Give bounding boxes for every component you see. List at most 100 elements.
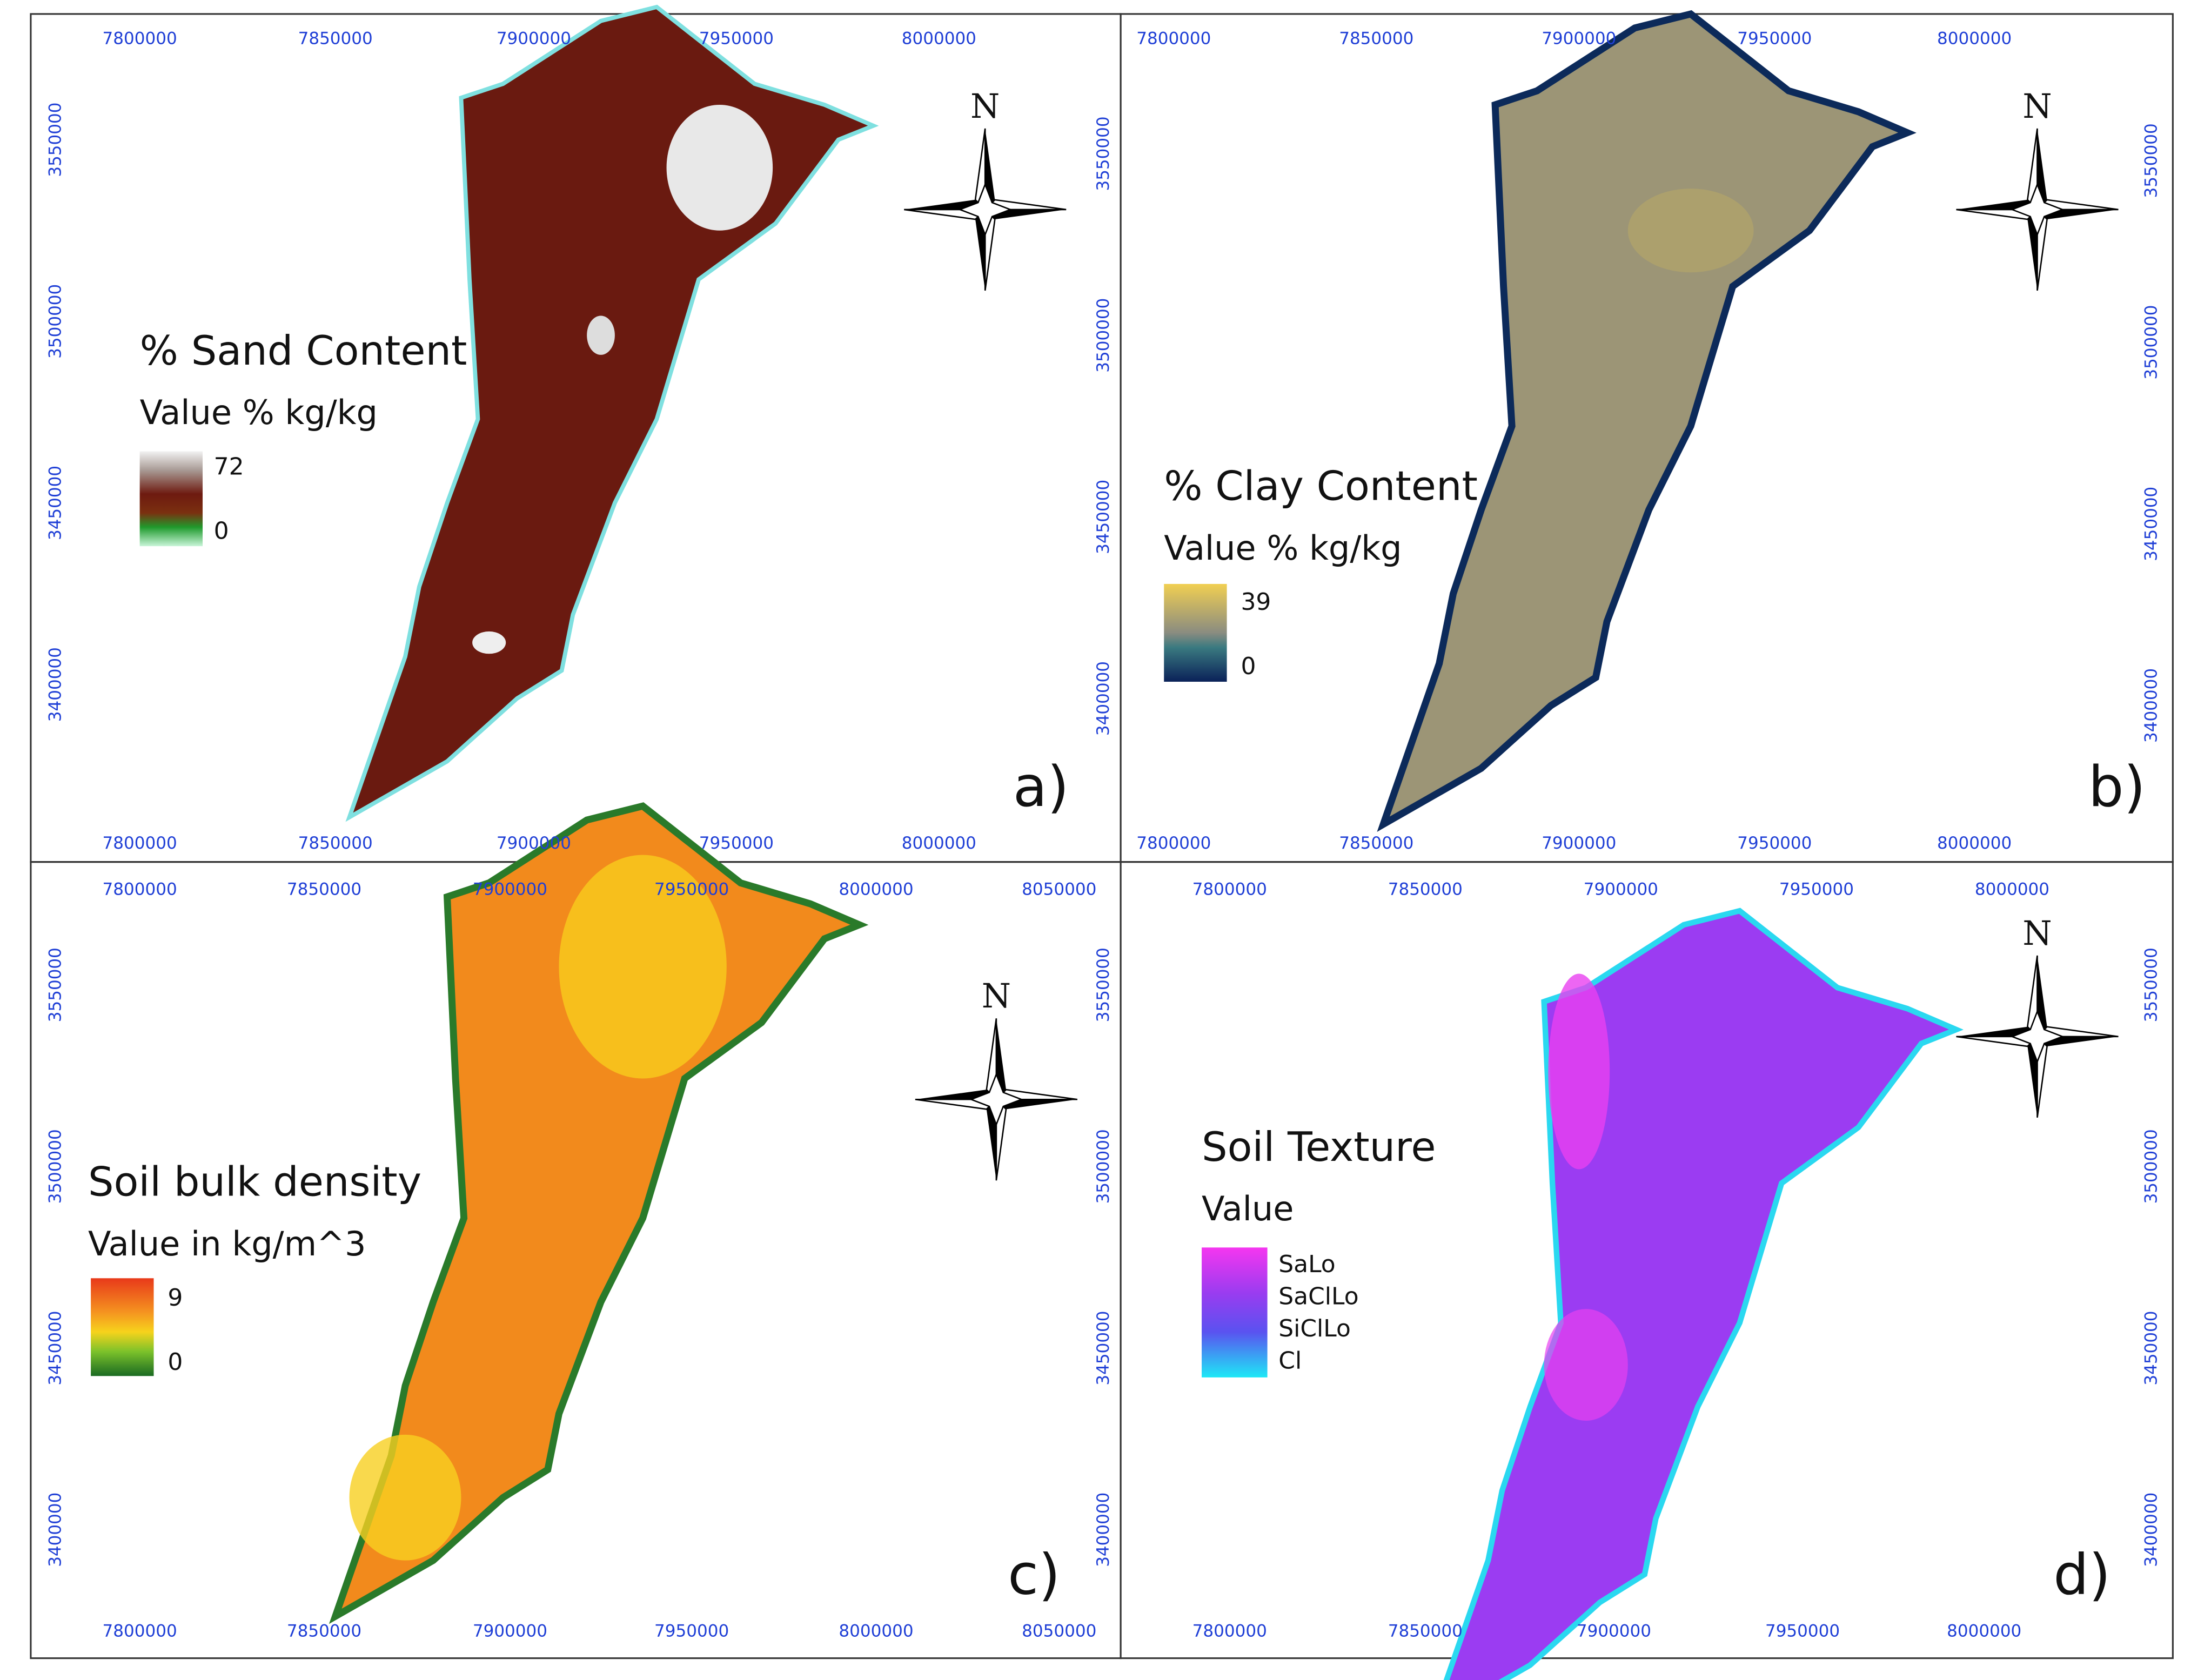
x-tick-label: 8000000 <box>839 1622 913 1641</box>
y-tick-label: 3400000 <box>2142 1493 2161 1567</box>
y-tick-label: 3500000 <box>1094 298 1113 373</box>
legend-label: SaLo <box>1278 1251 1335 1278</box>
x-tick-label: 7900000 <box>497 29 571 48</box>
y-tick-label: 3550000 <box>45 103 65 177</box>
y-tick-label: 3550000 <box>1094 947 1113 1022</box>
legend-title: Soil Texture <box>1202 1123 1436 1171</box>
x-tick-label: 7850000 <box>287 1622 361 1641</box>
north-arrow <box>914 1017 1078 1181</box>
x-tick-label: 7800000 <box>1192 1622 1267 1641</box>
north-label: N <box>982 976 1011 1016</box>
x-tick-label: 7800000 <box>1136 834 1211 853</box>
y-tick-label: 3400000 <box>1094 1493 1113 1567</box>
x-tick-label: 8000000 <box>1947 1622 2021 1641</box>
y-tick-label: 3450000 <box>45 466 65 540</box>
x-tick-label: 7800000 <box>1136 29 1211 48</box>
x-tick-label: 7950000 <box>654 879 729 899</box>
map-a <box>350 7 874 817</box>
x-tick-label: 7900000 <box>1584 879 1658 899</box>
legend-swatch <box>1202 1247 1268 1377</box>
x-tick-label: 7850000 <box>1339 834 1413 853</box>
map-d <box>1432 911 1957 1680</box>
x-tick-label: 8050000 <box>1022 1622 1096 1641</box>
x-tick-label: 8050000 <box>1022 879 1096 899</box>
x-tick-label: 7900000 <box>497 834 571 853</box>
x-tick-label: 7850000 <box>1339 29 1413 48</box>
x-tick-label: 8000000 <box>1937 834 2012 853</box>
legend-label: 0 <box>167 1348 183 1376</box>
x-tick-label: 7850000 <box>1388 1622 1463 1641</box>
north-arrow <box>1955 127 2119 292</box>
legend-label: 0 <box>1241 653 1256 680</box>
legend-label: 9 <box>167 1284 183 1312</box>
y-tick-label: 3450000 <box>2142 487 2161 561</box>
y-tick-label: 3500000 <box>2142 305 2161 380</box>
x-tick-label: 8000000 <box>1975 879 2049 899</box>
map-c <box>336 806 860 1616</box>
x-tick-label: 7900000 <box>473 1622 547 1641</box>
panel-label: d) <box>2053 1543 2110 1608</box>
x-tick-label: 8000000 <box>902 29 976 48</box>
x-tick-label: 7950000 <box>1765 1622 1840 1641</box>
y-tick-label: 3550000 <box>2142 123 2161 198</box>
x-tick-label: 8000000 <box>902 834 976 853</box>
x-tick-label: 7950000 <box>654 1622 729 1641</box>
y-tick-label: 3450000 <box>2142 1311 2161 1385</box>
x-tick-label: 7900000 <box>1542 834 1616 853</box>
y-tick-label: 3550000 <box>2142 947 2161 1022</box>
x-tick-label: 7800000 <box>103 834 177 853</box>
panel-label: c) <box>1008 1543 1060 1608</box>
y-tick-label: 3550000 <box>45 947 65 1022</box>
x-tick-label: 7900000 <box>1577 1622 1651 1641</box>
legend-subtitle: Value in kg/m^3 <box>88 1224 366 1264</box>
y-tick-label: 3550000 <box>1094 116 1113 191</box>
legend-label: 39 <box>1241 588 1271 616</box>
x-tick-label: 7850000 <box>287 879 361 899</box>
legend-subtitle: Value <box>1202 1189 1294 1228</box>
x-tick-label: 7900000 <box>473 879 547 899</box>
legend-swatch <box>139 451 203 547</box>
legend-label: SaClLo <box>1278 1282 1358 1310</box>
legend-title: % Sand Content <box>140 327 467 374</box>
y-tick-label: 3450000 <box>1094 1311 1113 1385</box>
x-tick-label: 7950000 <box>1737 29 1812 48</box>
x-tick-label: 7800000 <box>103 879 177 899</box>
panel-label: b) <box>2088 755 2146 819</box>
x-tick-label: 7800000 <box>1192 879 1267 899</box>
legend-title: % Clay Content <box>1164 462 1478 510</box>
north-label: N <box>2022 86 2052 126</box>
y-tick-label: 3450000 <box>1094 480 1113 554</box>
map-b <box>1383 14 1907 824</box>
north-arrow <box>903 127 1067 292</box>
legend-subtitle: Value % kg/kg <box>140 393 378 432</box>
y-tick-label: 3400000 <box>2142 668 2161 743</box>
y-tick-label: 3500000 <box>45 284 65 359</box>
x-tick-label: 7950000 <box>1779 879 1854 899</box>
y-tick-label: 3450000 <box>45 1311 65 1385</box>
legend-swatch <box>91 1278 154 1376</box>
x-tick-label: 7900000 <box>1542 29 1616 48</box>
y-tick-label: 3500000 <box>45 1129 65 1204</box>
legend-title: Soil bulk density <box>88 1158 421 1205</box>
legend-label: SiClLo <box>1278 1315 1351 1342</box>
x-tick-label: 7950000 <box>699 834 774 853</box>
legend-swatch <box>1164 583 1227 682</box>
north-arrow <box>1955 955 2119 1119</box>
x-tick-label: 7800000 <box>103 29 177 48</box>
panel-label: a) <box>1013 755 1069 819</box>
legend-label: Cl <box>1278 1347 1302 1374</box>
x-tick-label: 7950000 <box>699 29 774 48</box>
x-tick-label: 8000000 <box>839 879 913 899</box>
north-label: N <box>2022 913 2052 953</box>
y-tick-label: 3400000 <box>45 647 65 722</box>
x-tick-label: 7850000 <box>298 834 373 853</box>
x-tick-label: 7850000 <box>1388 879 1463 899</box>
legend-subtitle: Value % kg/kg <box>1164 528 1402 568</box>
x-tick-label: 7950000 <box>1737 834 1812 853</box>
legend-label: 0 <box>214 517 229 545</box>
legend-label: 72 <box>214 453 244 480</box>
x-tick-label: 7800000 <box>103 1622 177 1641</box>
annotations: 7800000 7850000 7900000 7950000 8000000 78000… <box>45 29 2161 1641</box>
